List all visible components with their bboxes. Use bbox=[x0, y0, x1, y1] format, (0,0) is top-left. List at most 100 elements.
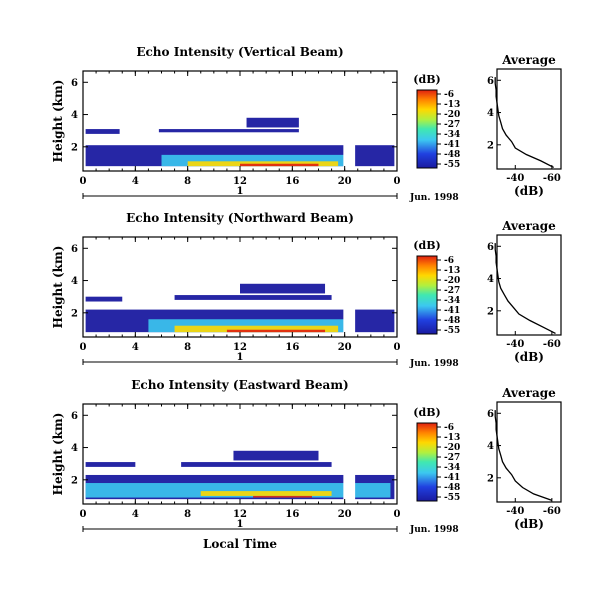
colorbar-tick-label: -41 bbox=[444, 473, 460, 483]
colorbar-tick-label: -55 bbox=[444, 493, 460, 503]
avg-y-tick-label: 2 bbox=[487, 473, 494, 484]
average-profile: Average 2 4 6 -40 -60(dB) bbox=[487, 386, 562, 531]
y-tick-label: 4 bbox=[71, 443, 78, 454]
echo-layer bbox=[240, 163, 319, 167]
average-title: Average bbox=[501, 53, 556, 67]
echo-layer bbox=[85, 462, 136, 467]
colorbar-tick-label: -34 bbox=[444, 463, 460, 473]
x-tick-label: 0 bbox=[80, 509, 87, 520]
echo-layer bbox=[226, 329, 326, 333]
x-tick-label: 8 bbox=[184, 342, 191, 353]
x-tick-label: 12 bbox=[233, 176, 247, 187]
data-gap bbox=[343, 405, 356, 503]
panel-vertical-beam: Echo Intensity (Vertical Beam) Height (k… bbox=[51, 45, 562, 203]
panel-title: Echo Intensity (Eastward Beam) bbox=[131, 378, 348, 392]
avg-x-label: (dB) bbox=[514, 350, 544, 364]
avg-y-tick-label: 2 bbox=[487, 306, 494, 317]
echo-layer bbox=[233, 450, 319, 461]
colorbar-tick-label: -27 bbox=[444, 286, 460, 296]
avg-x-tick-label: -60 bbox=[543, 506, 561, 517]
x-tick-label: 0 bbox=[80, 342, 87, 353]
colorbar bbox=[416, 255, 438, 335]
panel-northward-beam: Echo Intensity (Northward Beam) Height (… bbox=[51, 211, 562, 369]
data-gap bbox=[343, 238, 356, 336]
avg-y-tick-label: 6 bbox=[487, 409, 494, 420]
echo-layer bbox=[85, 129, 120, 134]
colorbar-tick-label: -41 bbox=[444, 140, 460, 150]
colorbar-tick-label: -13 bbox=[444, 433, 460, 443]
y-tick-label: 4 bbox=[71, 110, 78, 121]
y-axis-label: Height (km) bbox=[51, 80, 65, 163]
colorbar-tick-label: -20 bbox=[444, 276, 460, 286]
echo-layer bbox=[181, 462, 332, 467]
x-tick-label: 0 bbox=[394, 342, 401, 353]
colorbar-tick-label: -20 bbox=[444, 110, 460, 120]
x-tick-label: 20 bbox=[338, 176, 352, 187]
echo-layer bbox=[161, 154, 345, 167]
y-tick-label: 6 bbox=[71, 78, 78, 89]
colorbar-tick-label: -27 bbox=[444, 453, 460, 463]
heatmap-area: 0 4 8 12 16 20 0 2 4 6 1 bbox=[71, 403, 401, 532]
colorbar-ticks: -6-13-20-27-34-41-48-55 bbox=[437, 90, 460, 170]
x-tick-label: 16 bbox=[285, 509, 299, 520]
y-tick-label: 4 bbox=[71, 276, 78, 287]
colorbar-tick-label: -55 bbox=[444, 326, 460, 336]
x-tick-label: 12 bbox=[233, 342, 247, 353]
x-tick-label: 4 bbox=[132, 342, 139, 353]
x-tick-label: 0 bbox=[80, 176, 87, 187]
date-label: Jun. 1998 bbox=[409, 359, 459, 369]
colorbar-tick-label: -55 bbox=[444, 160, 460, 170]
echo-layer bbox=[246, 117, 299, 128]
x-tick-label: 0 bbox=[394, 176, 401, 187]
average-profile: Average 2 4 6 -40 -60(dB) bbox=[487, 53, 562, 198]
colorbar-tick-label: -6 bbox=[444, 423, 454, 433]
date-label: Jun. 1998 bbox=[409, 525, 459, 535]
average-frame bbox=[496, 68, 562, 170]
colorbar bbox=[416, 89, 438, 169]
colorbar-tick-label: -48 bbox=[444, 316, 460, 326]
y-tick-label: 2 bbox=[71, 308, 78, 319]
echo-layer bbox=[174, 325, 339, 333]
y-axis-label: Height (km) bbox=[51, 413, 65, 496]
average-title: Average bbox=[501, 219, 556, 233]
colorbar-tick-label: -34 bbox=[444, 296, 460, 306]
colorbar-tick-label: -48 bbox=[444, 483, 460, 493]
avg-x-tick-label: -40 bbox=[506, 506, 524, 517]
average-line bbox=[494, 243, 556, 334]
colorbar-tick-label: -13 bbox=[444, 266, 460, 276]
average-profile: Average 2 4 6 -40 -60(dB) bbox=[487, 219, 562, 364]
avg-x-tick-label: -40 bbox=[506, 339, 524, 350]
x-tick-label: 20 bbox=[338, 509, 352, 520]
heatmap-area: 0 4 8 12 16 20 0 2 4 6 1 bbox=[71, 236, 401, 365]
panel-title: Echo Intensity (Vertical Beam) bbox=[136, 45, 343, 59]
average-line bbox=[494, 410, 553, 502]
colorbar-tick-label: -13 bbox=[444, 100, 460, 110]
x-axis-label: Local Time bbox=[203, 537, 277, 551]
day-label: 1 bbox=[237, 186, 244, 197]
date-label: Jun. 1998 bbox=[409, 193, 459, 203]
avg-x-tick-label: -60 bbox=[543, 173, 561, 184]
avg-x-label: (dB) bbox=[514, 184, 544, 198]
avg-y-tick-label: 4 bbox=[487, 108, 494, 119]
y-tick-label: 2 bbox=[71, 475, 78, 486]
avg-y-tick-label: 4 bbox=[487, 441, 494, 452]
y-tick-label: 2 bbox=[71, 142, 78, 153]
avg-x-tick-label: -60 bbox=[543, 339, 561, 350]
colorbar-tick-label: -6 bbox=[444, 256, 454, 266]
colorbar bbox=[416, 422, 438, 502]
day-label: 1 bbox=[237, 352, 244, 363]
x-tick-label: 4 bbox=[132, 509, 139, 520]
y-tick-label: 6 bbox=[71, 244, 78, 255]
data-gap bbox=[343, 72, 356, 170]
x-tick-label: 8 bbox=[184, 176, 191, 187]
echo-layer bbox=[85, 296, 123, 302]
x-tick-label: 12 bbox=[233, 509, 247, 520]
x-tick-label: 8 bbox=[184, 509, 191, 520]
colorbar-tick-label: -34 bbox=[444, 130, 460, 140]
avg-y-tick-label: 4 bbox=[487, 274, 494, 285]
average-title: Average bbox=[501, 386, 556, 400]
echo-layer bbox=[253, 495, 312, 498]
heatmap-area: 0 4 8 12 16 20 0 2 4 6 1 bbox=[71, 70, 401, 199]
average-line bbox=[494, 77, 554, 168]
